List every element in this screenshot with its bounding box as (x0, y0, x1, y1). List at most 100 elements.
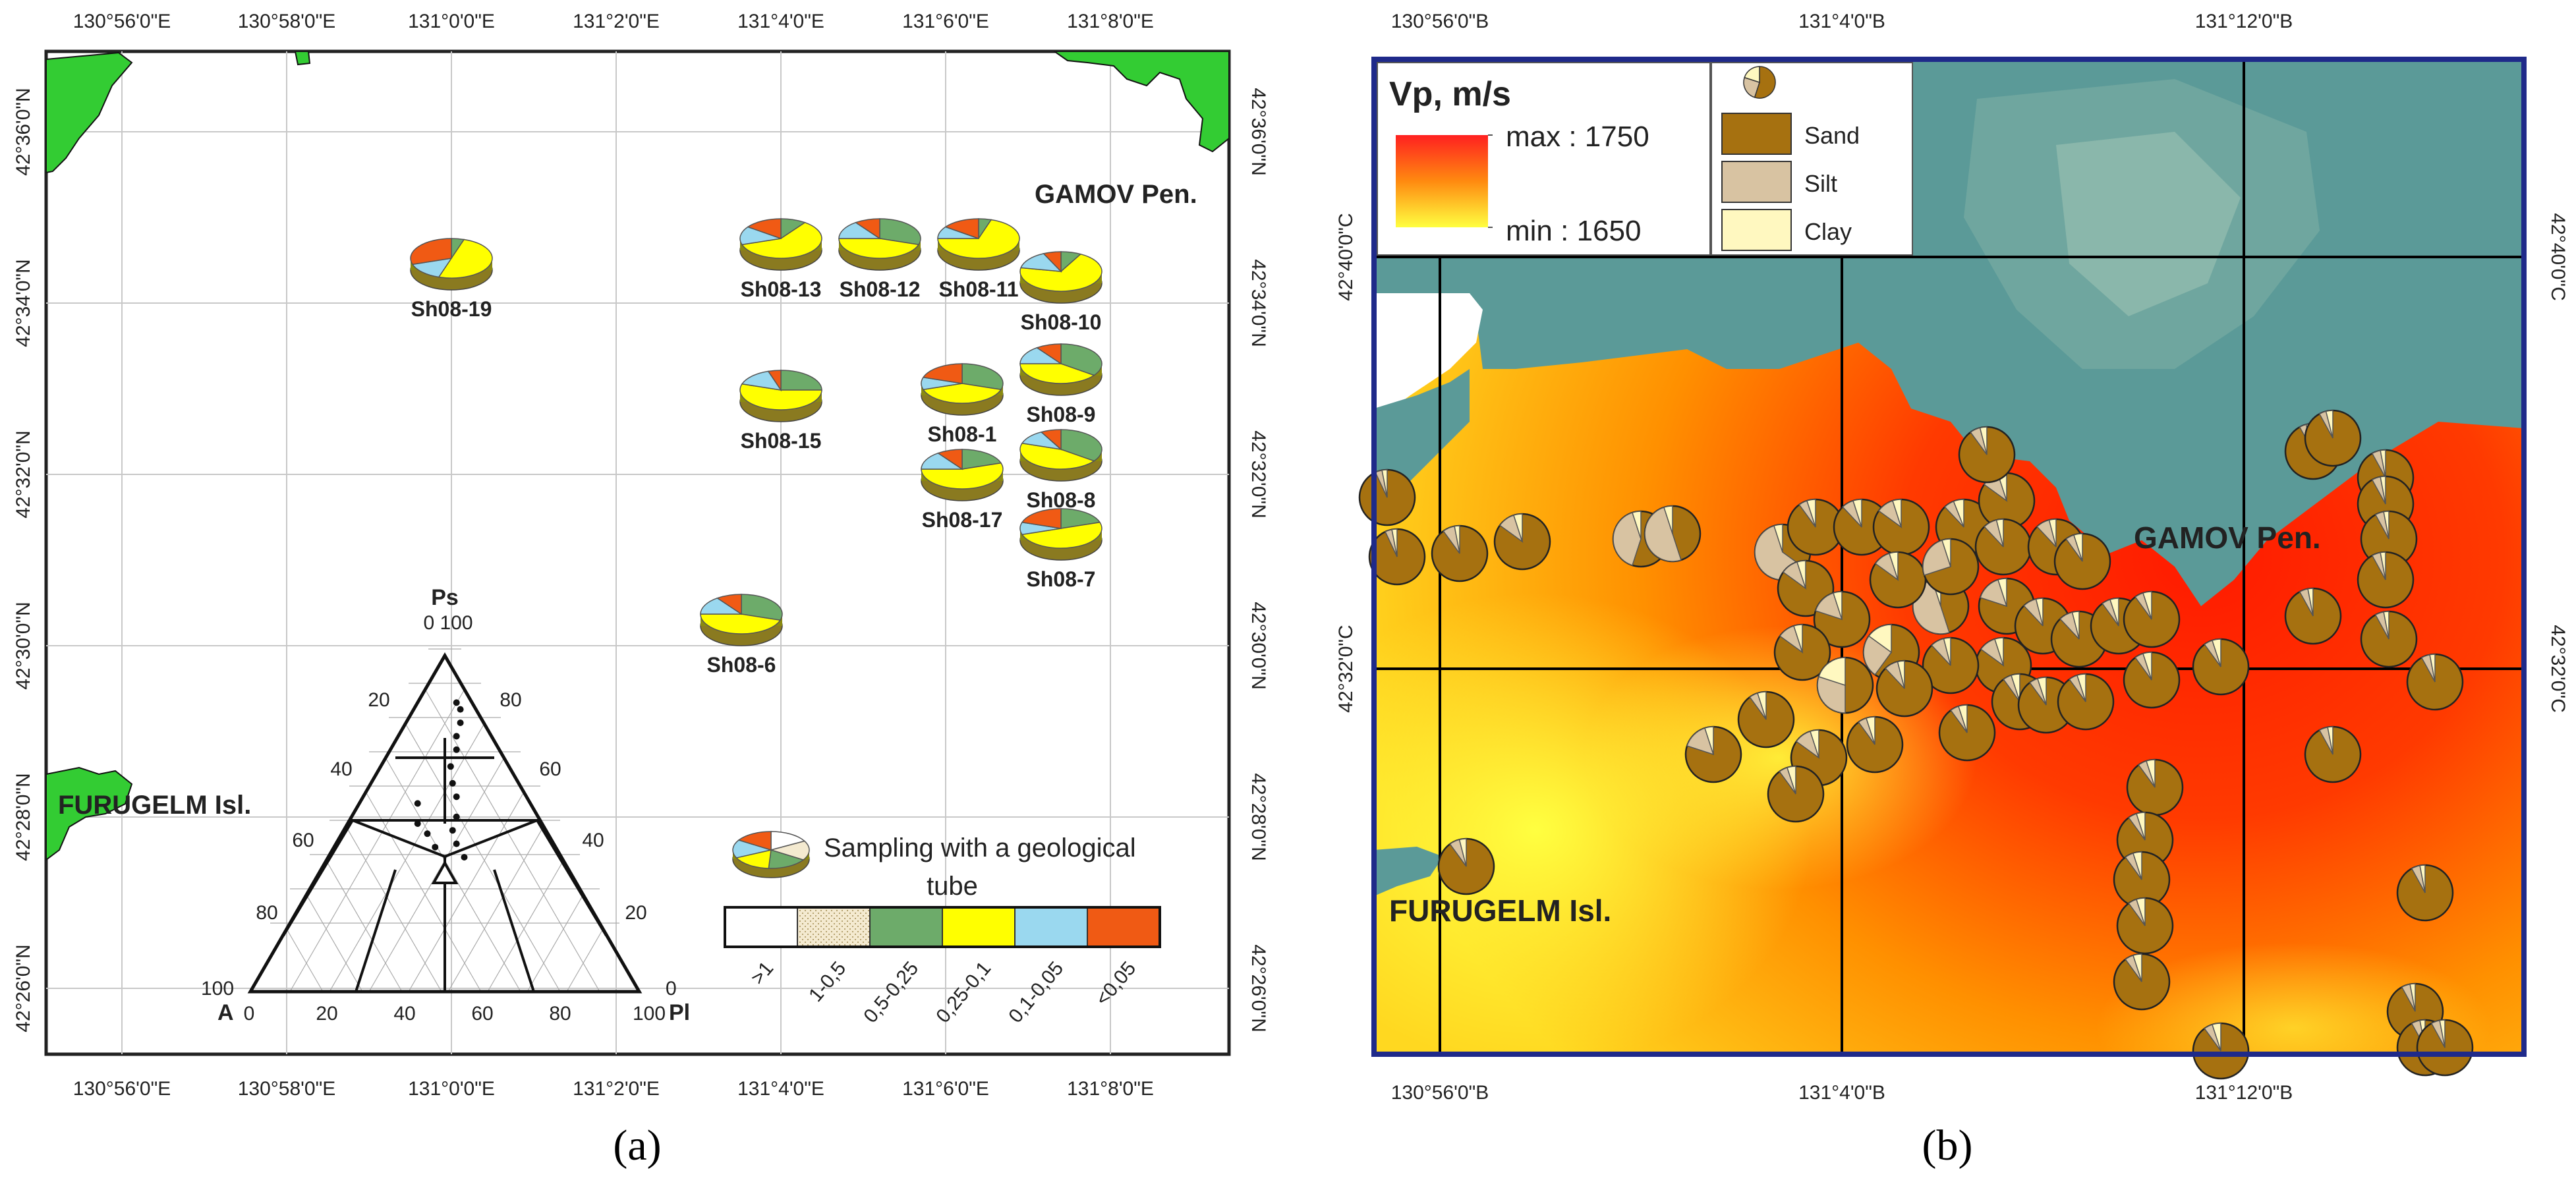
land-furugelm (1374, 847, 1443, 896)
legend-label-clay: Clay (1804, 218, 1852, 245)
lat-tick-left: 42°40'0"C (1335, 213, 1357, 300)
sediment-pie (1833, 498, 1891, 556)
pie-slice (1035, 343, 1062, 365)
vp-legend: Vp, m/s max : 1750 min : 1650 (1377, 62, 1711, 256)
ternary-point (453, 746, 460, 753)
land-terrain-shading (2056, 132, 2241, 316)
ternary-point (432, 843, 439, 851)
sediment-legend: Sand Silt Clay (1711, 62, 1913, 256)
legend-title-line1: Sampling with a geological (824, 833, 1136, 862)
sediment-pie (2304, 409, 2362, 467)
legend-swatch-silt (1721, 161, 1792, 203)
ternary-right-values: 0 (666, 978, 677, 1000)
lon-tick-top: 131°2'0"E (573, 11, 660, 32)
sediment-pie (1773, 623, 1831, 681)
place-label-gamov: GAMOV Pen. (2134, 521, 2321, 555)
lon-tick-top: 131°0'0"E (408, 11, 495, 32)
station-label: Sh08-17 (922, 508, 1003, 532)
sediment-pie (2123, 651, 2181, 709)
ternary-point (453, 699, 460, 706)
sediment-pie (2116, 897, 2174, 955)
ternary-tick: 60 (471, 1003, 493, 1025)
ternary-top-values: 0 100 (423, 612, 472, 634)
station-pie (921, 363, 1004, 416)
lat-tick-left: 42°34'0"N (13, 259, 34, 347)
panel-a-bottom-ticks: 130°56'0"E 130°58'0"E 131°0'0"E 131°2'0"… (73, 1078, 1154, 1100)
sediment-pie (1816, 656, 1874, 714)
sediment-pie (2113, 953, 2171, 1011)
sediment-pie (1767, 765, 1825, 823)
lat-tick-right: 42°32'0"N (1247, 430, 1269, 518)
pie-slice (732, 839, 773, 859)
ternary-point (453, 733, 460, 740)
vp-legend-min: min : 1650 (1506, 215, 1641, 247)
sediment-pie (1922, 636, 1980, 694)
lat-tick-right: 42°40'0"C (2547, 213, 2569, 300)
sediment-pie-charts (1358, 409, 2474, 1080)
ternary-left-values: 100 (201, 978, 234, 1000)
sediment-pie (1872, 498, 1930, 556)
ternary-tick: 20 (368, 689, 389, 711)
panel-a-top-ticks: 130°56'0"E 130°58'0"E 131°0'0"E 131°2'0"… (73, 11, 1154, 32)
station-label: Sh08-15 (741, 429, 822, 453)
sediment-pie (1431, 524, 1489, 582)
legend-pie-icon (732, 831, 810, 878)
sediment-pie (1493, 513, 1551, 571)
ternary-tick: 80 (549, 1003, 571, 1025)
pie-slice (922, 383, 1002, 404)
ternary-point (453, 840, 460, 847)
legend-swatch (724, 907, 798, 947)
ternary-point (457, 706, 464, 713)
pie-slice (770, 831, 806, 851)
lon-tick-bottom: 131°0'0"E (408, 1078, 495, 1100)
pie-slice (1021, 508, 1062, 529)
station-pie (921, 449, 1004, 501)
ternary-point (453, 813, 460, 820)
station-pie (739, 370, 822, 422)
pie-slice (735, 849, 772, 869)
place-label-furugelm: FURUGELM Isl. (1389, 893, 1611, 928)
legend-label-silt: Silt (1804, 170, 1837, 197)
lon-tick-top: 130°58'0"E (238, 11, 336, 32)
sediment-pie (1437, 837, 1495, 895)
lat-tick-left: 42°36'0"N (13, 88, 34, 175)
lon-tick-bottom: 131°4'0"B (1798, 1082, 1885, 1104)
lon-tick-bottom: 131°12'0"B (2195, 1082, 2293, 1104)
pie-slice (700, 613, 782, 635)
vp-legend-max: max : 1750 (1506, 121, 1649, 153)
place-label-furugelm: FURUGELM Isl. (58, 791, 251, 820)
station-pie (838, 218, 921, 271)
legend-swatch (942, 907, 1016, 947)
sediment-pie (2360, 610, 2418, 668)
legend-swatch (797, 907, 871, 947)
sediment-pie (2416, 1019, 2474, 1077)
panel-a-graticule (46, 51, 1229, 1054)
sediment-pie (1787, 498, 1845, 556)
ternary-center-triangle (431, 860, 459, 884)
pie-slice (741, 221, 822, 259)
sediment-pie (2304, 725, 2362, 783)
lat-tick-right: 42°28'0"N (1247, 773, 1269, 861)
sediment-pie (2406, 653, 2464, 711)
station-label: Sh08-7 (1027, 567, 1096, 591)
sediment-legend-pie-icon (1743, 66, 1776, 99)
panel-a-caption: (a) (613, 1121, 661, 1170)
lat-tick-left: 42°32'0"C (1335, 625, 1357, 712)
place-label-gamov: GAMOV Pen. (1035, 180, 1197, 209)
legend-pie-slice (1744, 66, 1760, 84)
sediment-pie (1974, 518, 2032, 576)
sediment-pie (1875, 660, 1933, 718)
panel-b-caption: (b) (1922, 1121, 1973, 1170)
pie-slice (1021, 521, 1102, 549)
lat-tick-left: 42°26'0"N (13, 944, 34, 1032)
sediment-pie (1368, 528, 1426, 586)
pie-slice (700, 597, 743, 615)
pie-slice (737, 831, 772, 851)
lat-tick-right: 42°26'0"N (1247, 944, 1269, 1032)
sediment-pie (1938, 704, 1996, 762)
lat-tick-right: 42°36'0"N (1247, 88, 1269, 175)
ternary-left-ticks: 20 40 60 80 (256, 689, 389, 924)
vp-legend-title: Vp, m/s (1389, 75, 1511, 113)
